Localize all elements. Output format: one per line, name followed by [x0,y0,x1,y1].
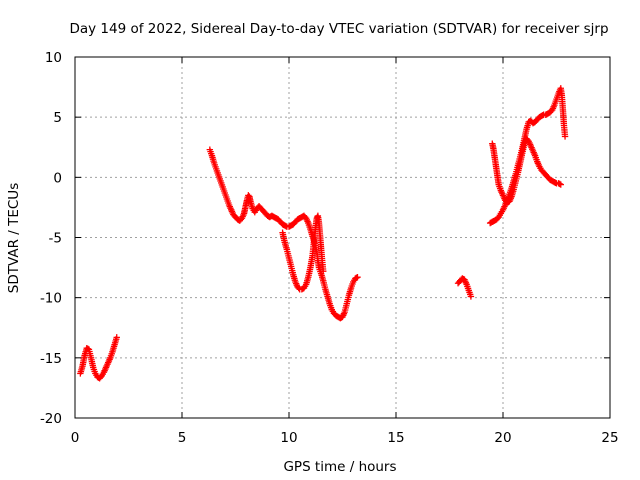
data-point [245,192,252,199]
y-axis-label: SDTVAR / TECUs [6,183,22,293]
chart-title: Day 149 of 2022, Sidereal Day-to-day VTE… [69,21,608,37]
data-points [77,85,569,382]
data-point [557,181,564,188]
x-tick-label: 0 [71,430,80,446]
plot-frame [74,56,611,419]
series-arc1 [77,334,120,382]
x-axis-label: GPS time / hours [283,459,396,475]
series-arc3 [279,212,327,293]
data-point [354,274,361,281]
x-tick-label: 20 [494,430,511,446]
data-point [113,334,120,341]
y-tick-label: -5 [49,231,62,247]
y-tick-label: -20 [40,411,62,427]
grid-lines [75,57,610,418]
x-tick-label: 15 [387,430,404,446]
series-arc5 [489,135,564,206]
y-tick-label: 10 [45,50,62,66]
x-tick-label: 25 [601,430,618,446]
x-tick-labels: 0 5 10 15 20 25 [71,430,619,446]
data-point [467,293,475,300]
series-arc6 [486,85,569,227]
y-tick-label: -10 [40,291,62,307]
y-tick-label: -15 [40,351,62,367]
data-point [320,267,327,275]
data-point [561,133,569,140]
y-tick-labels: -20 -15 -10 -5 0 5 10 [40,50,62,427]
y-tick-label: 5 [53,110,62,126]
y-tick-label: 0 [53,170,62,186]
series-arc4 [454,275,475,300]
x-tick-label: 10 [280,430,297,446]
x-tick-label: 5 [178,430,187,446]
